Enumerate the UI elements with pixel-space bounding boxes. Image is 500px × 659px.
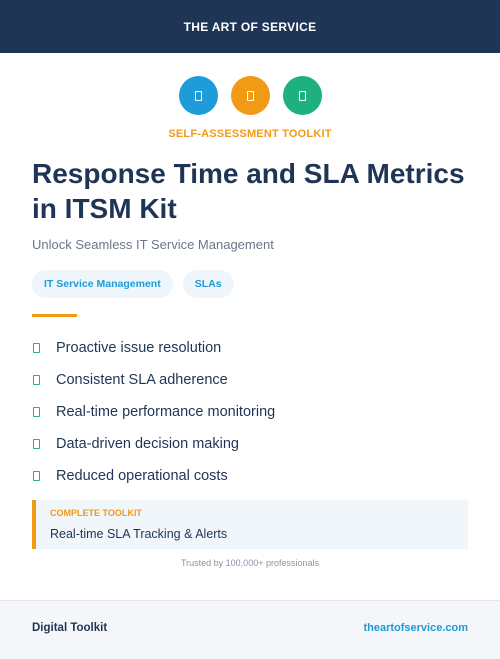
feature-list: Proactive issue resolution Consistent SL… <box>32 332 275 492</box>
brand-name: THE ART OF SERVICE <box>183 19 317 34</box>
toolkit-kicker: SELF-ASSESSMENT TOOLKIT <box>168 128 332 140</box>
check-icon <box>33 471 40 481</box>
list-item: Proactive issue resolution <box>32 332 275 364</box>
callout-text: Real-time SLA Tracking & Alerts <box>50 527 228 541</box>
placeholder-glyph-icon <box>194 90 202 101</box>
feature-label: Reduced operational costs <box>56 468 228 484</box>
footer-label: Digital Toolkit <box>32 622 108 634</box>
list-item: Real-time performance monitoring <box>32 396 275 428</box>
feature-label: Consistent SLA adherence <box>56 372 228 388</box>
check-icon <box>33 343 40 353</box>
top-banner: THE ART OF SERVICE <box>0 0 500 53</box>
website-link[interactable]: theartofservice.com <box>363 622 468 634</box>
feature-label: Data-driven decision making <box>56 436 239 452</box>
callout-kicker: COMPLETE TOOLKIT <box>50 508 142 518</box>
placeholder-glyph-icon <box>298 90 306 101</box>
icon-row <box>0 76 500 115</box>
complete-toolkit-callout: COMPLETE TOOLKIT Real-time SLA Tracking … <box>32 500 468 549</box>
feature-label: Real-time performance monitoring <box>56 404 276 420</box>
feature-label: Proactive issue resolution <box>56 340 222 356</box>
page-title: Response Time and SLA Metrics in ITSM Ki… <box>32 158 465 224</box>
green-circle-icon <box>282 76 322 115</box>
page-subtitle: Unlock Seamless IT Service Management <box>32 237 274 252</box>
accent-divider <box>32 314 77 317</box>
placeholder-glyph-icon <box>246 90 254 101</box>
check-icon <box>33 439 40 449</box>
list-item: Data-driven decision making <box>32 428 275 460</box>
tag-slas[interactable]: SLAs <box>182 270 234 298</box>
check-icon <box>33 375 40 385</box>
tag-it-service-management[interactable]: IT Service Management <box>32 270 173 298</box>
trusted-by-note: Trusted by 100,000+ professionals <box>180 558 319 568</box>
list-item: Consistent SLA adherence <box>32 364 275 396</box>
check-icon <box>33 407 40 417</box>
blue-circle-icon <box>178 76 218 115</box>
list-item: Reduced operational costs <box>32 460 275 492</box>
footer: Digital Toolkit theartofservice.com <box>0 600 500 659</box>
orange-circle-icon <box>230 76 270 115</box>
tag-list: IT Service Management SLAs <box>32 270 234 298</box>
